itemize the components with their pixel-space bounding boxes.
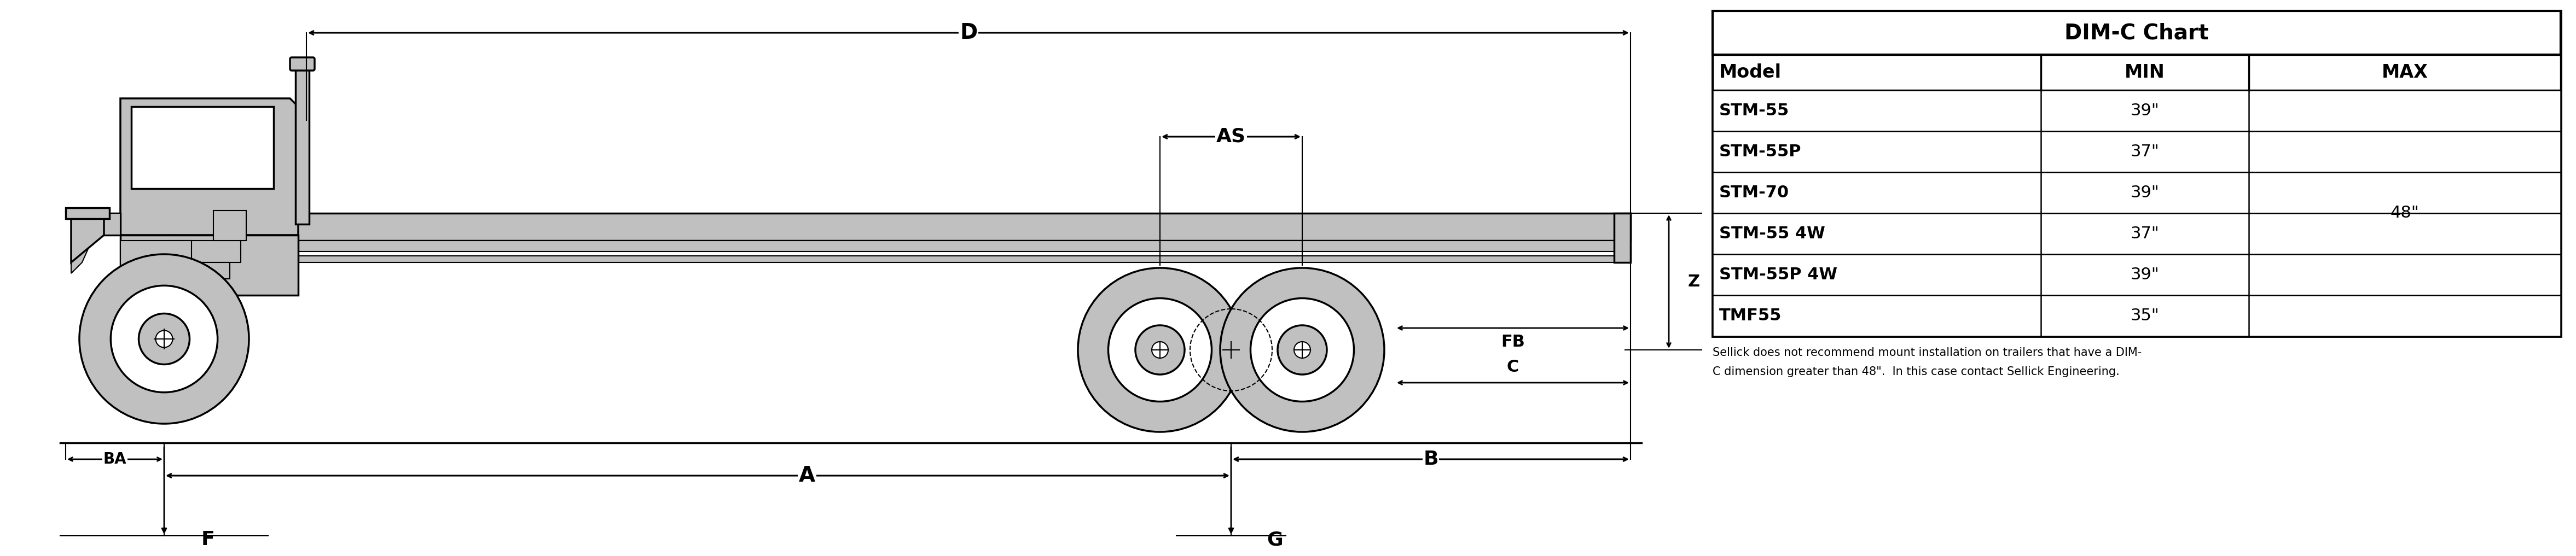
- Text: B: B: [1425, 450, 1437, 469]
- Circle shape: [1221, 268, 1383, 432]
- Circle shape: [1136, 325, 1185, 375]
- Bar: [296, 63, 309, 224]
- Circle shape: [1293, 342, 1311, 358]
- Bar: [1713, 172, 2561, 213]
- Bar: [1713, 254, 2561, 295]
- Bar: [214, 241, 1631, 251]
- Bar: [214, 256, 1631, 262]
- Text: D: D: [961, 22, 976, 43]
- Text: C dimension greater than 48".  In this case contact Sellick Engineering.: C dimension greater than 48". In this ca…: [1713, 366, 2120, 377]
- Text: Z: Z: [1687, 274, 1700, 290]
- Circle shape: [1249, 298, 1355, 401]
- Text: C: C: [1507, 360, 1520, 375]
- Text: STM-55 4W: STM-55 4W: [1718, 226, 1826, 242]
- Circle shape: [139, 314, 191, 364]
- Text: 35": 35": [2130, 308, 2159, 324]
- Text: BA: BA: [103, 451, 126, 467]
- FancyBboxPatch shape: [291, 57, 314, 71]
- Bar: [170, 241, 240, 262]
- Text: 37": 37": [2130, 226, 2159, 242]
- Circle shape: [80, 254, 250, 424]
- Text: DIM-C Chart: DIM-C Chart: [2063, 22, 2208, 43]
- Bar: [214, 213, 1631, 241]
- Circle shape: [1151, 342, 1167, 358]
- Circle shape: [1077, 268, 1242, 432]
- Text: F: F: [201, 530, 214, 549]
- Bar: [1713, 295, 2561, 336]
- Text: G: G: [1267, 530, 1283, 549]
- Bar: [64, 208, 108, 219]
- Text: FB: FB: [1502, 334, 1525, 350]
- Polygon shape: [72, 213, 103, 262]
- Text: 48": 48": [2391, 205, 2419, 221]
- Bar: [131, 107, 273, 188]
- Bar: [1713, 11, 2561, 336]
- Text: Model: Model: [1718, 63, 1783, 82]
- Bar: [214, 211, 247, 241]
- Bar: [209, 256, 224, 261]
- Bar: [1713, 131, 2561, 172]
- Bar: [1713, 213, 2561, 254]
- Bar: [121, 235, 299, 295]
- Circle shape: [1108, 298, 1211, 401]
- Bar: [121, 241, 191, 271]
- Bar: [1713, 54, 2561, 90]
- Text: STM-70: STM-70: [1718, 185, 1790, 201]
- Bar: [180, 262, 229, 279]
- Text: STM-55: STM-55: [1718, 103, 1790, 118]
- Text: STM-55P 4W: STM-55P 4W: [1718, 267, 1837, 282]
- Text: 39": 39": [2130, 267, 2159, 282]
- Text: 39": 39": [2130, 185, 2159, 201]
- Bar: [1713, 90, 2561, 131]
- Circle shape: [155, 330, 173, 348]
- Text: MAX: MAX: [2383, 63, 2429, 82]
- Text: Sellick does not recommend mount installation on trailers that have a DIM-: Sellick does not recommend mount install…: [1713, 347, 2141, 358]
- Text: STM-55P: STM-55P: [1718, 144, 1801, 160]
- Text: 39": 39": [2130, 103, 2159, 118]
- Text: AS: AS: [1216, 127, 1247, 146]
- Text: 37": 37": [2130, 144, 2159, 160]
- Circle shape: [111, 286, 216, 393]
- Polygon shape: [72, 213, 121, 274]
- Bar: [1713, 11, 2561, 54]
- Polygon shape: [103, 213, 121, 235]
- Text: TMF55: TMF55: [1718, 308, 1783, 324]
- Bar: [1615, 213, 1631, 262]
- Text: MIN: MIN: [2125, 63, 2164, 82]
- Circle shape: [1278, 325, 1327, 375]
- Text: A: A: [799, 465, 814, 486]
- Polygon shape: [121, 98, 299, 235]
